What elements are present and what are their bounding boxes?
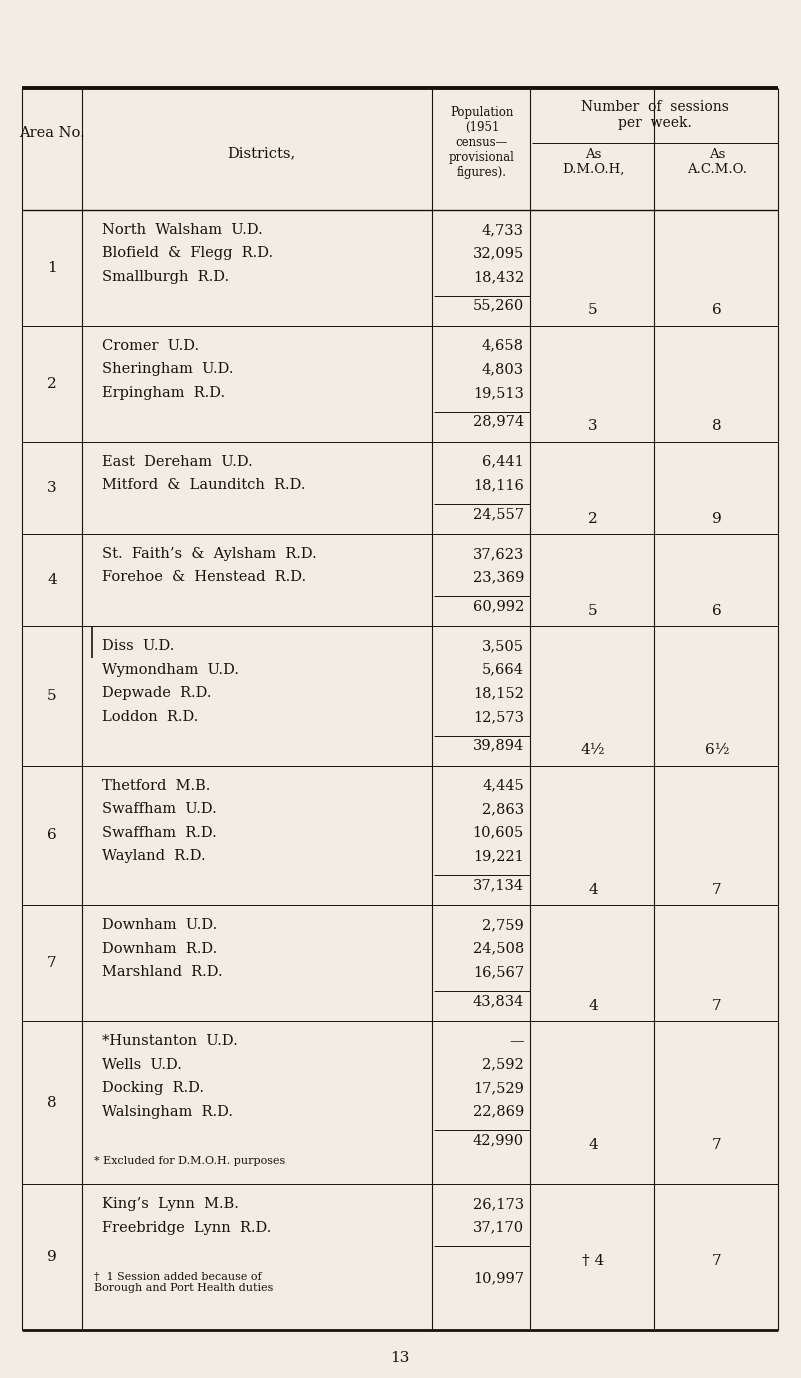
Text: 28,974: 28,974	[473, 415, 524, 429]
Text: Wayland  R.D.: Wayland R.D.	[102, 849, 206, 864]
Text: Forehoe  &  Henstead  R.D.: Forehoe & Henstead R.D.	[102, 570, 306, 584]
Text: 2,863: 2,863	[482, 802, 524, 816]
Text: 4,733: 4,733	[482, 223, 524, 237]
Text: *Hunstanton  U.D.: *Hunstanton U.D.	[102, 1034, 238, 1047]
Text: 5: 5	[47, 689, 57, 703]
Text: Erpingham  R.D.: Erpingham R.D.	[102, 386, 225, 400]
Text: As
D.M.O.H,: As D.M.O.H,	[562, 147, 624, 176]
Text: Freebridge  Lynn  R.D.: Freebridge Lynn R.D.	[102, 1221, 272, 1235]
Text: Population
(1951
census—
provisional
figures).: Population (1951 census— provisional fig…	[449, 106, 515, 179]
Text: 12,573: 12,573	[473, 710, 524, 723]
Text: 3,505: 3,505	[482, 639, 524, 653]
Text: 18,152: 18,152	[473, 686, 524, 700]
Text: 24,508: 24,508	[473, 941, 524, 956]
Text: 9: 9	[712, 511, 722, 525]
Text: 10,997: 10,997	[473, 1272, 524, 1286]
Text: Swaffham  R.D.: Swaffham R.D.	[102, 825, 217, 839]
Text: 37,170: 37,170	[473, 1221, 524, 1235]
Text: 4,803: 4,803	[482, 362, 524, 376]
Text: 4½: 4½	[581, 743, 606, 758]
Text: 5: 5	[588, 604, 598, 617]
Text: 23,369: 23,369	[473, 570, 524, 584]
Text: 7: 7	[712, 883, 722, 897]
Text: 7: 7	[712, 1254, 722, 1268]
Text: 18,116: 18,116	[473, 478, 524, 492]
Text: 37,134: 37,134	[473, 878, 524, 892]
Text: 5,664: 5,664	[482, 663, 524, 677]
Text: 4: 4	[47, 573, 57, 587]
Text: Depwade  R.D.: Depwade R.D.	[102, 686, 211, 700]
Text: Mitford  &  Launditch  R.D.: Mitford & Launditch R.D.	[102, 478, 305, 492]
Text: 18,432: 18,432	[473, 270, 524, 284]
Text: Thetford  M.B.: Thetford M.B.	[102, 779, 211, 792]
Text: Diss  U.D.: Diss U.D.	[102, 639, 175, 653]
Text: 60,992: 60,992	[473, 599, 524, 613]
Text: Number  of  sessions
per  week.: Number of sessions per week.	[581, 101, 729, 130]
Text: —: —	[509, 1034, 524, 1047]
Text: † 4: † 4	[582, 1254, 604, 1268]
Text: * Excluded for D.M.O.H. purposes: * Excluded for D.M.O.H. purposes	[94, 1156, 285, 1166]
Text: 37,623: 37,623	[473, 547, 524, 561]
Text: Walsingham  R.D.: Walsingham R.D.	[102, 1105, 233, 1119]
Text: 13: 13	[390, 1350, 409, 1366]
Text: Sheringham  U.D.: Sheringham U.D.	[102, 362, 234, 376]
Text: 22,869: 22,869	[473, 1105, 524, 1119]
Text: 4: 4	[588, 1138, 598, 1152]
Text: 7: 7	[712, 1138, 722, 1152]
Text: 32,095: 32,095	[473, 247, 524, 260]
Text: 24,557: 24,557	[473, 507, 524, 521]
Text: 8: 8	[712, 419, 722, 433]
Text: Wells  U.D.: Wells U.D.	[102, 1057, 182, 1072]
Text: 6: 6	[47, 828, 57, 842]
Text: Loddon  R.D.: Loddon R.D.	[102, 710, 199, 723]
Text: Swaffham  U.D.: Swaffham U.D.	[102, 802, 217, 816]
Text: North  Walsham  U.D.: North Walsham U.D.	[102, 223, 263, 237]
Text: Docking  R.D.: Docking R.D.	[102, 1082, 204, 1096]
Text: 2,759: 2,759	[482, 918, 524, 932]
Text: 4: 4	[588, 999, 598, 1013]
Text: 2: 2	[588, 511, 598, 525]
Text: 6: 6	[712, 303, 722, 317]
Text: 6,441: 6,441	[482, 455, 524, 469]
Text: 43,834: 43,834	[473, 994, 524, 1007]
Text: 17,529: 17,529	[473, 1082, 524, 1096]
Text: 4,445: 4,445	[482, 779, 524, 792]
Text: 6: 6	[712, 604, 722, 617]
Text: 39,894: 39,894	[473, 739, 524, 752]
Text: St.  Faith’s  &  Aylsham  R.D.: St. Faith’s & Aylsham R.D.	[102, 547, 316, 561]
Text: 7: 7	[47, 956, 57, 970]
Text: 55,260: 55,260	[473, 299, 524, 313]
Text: †  1 Session added because of
Borough and Port Health duties: † 1 Session added because of Borough and…	[94, 1272, 273, 1294]
Text: East  Dereham  U.D.: East Dereham U.D.	[102, 455, 253, 469]
Text: 6½: 6½	[705, 743, 730, 758]
Text: 1: 1	[47, 260, 57, 276]
Text: 10,605: 10,605	[473, 825, 524, 839]
Text: 4,658: 4,658	[482, 339, 524, 353]
Text: 7: 7	[712, 999, 722, 1013]
Text: King’s  Lynn  M.B.: King’s Lynn M.B.	[102, 1197, 239, 1211]
Text: 16,567: 16,567	[473, 965, 524, 980]
Text: 19,221: 19,221	[473, 849, 524, 864]
Text: 8: 8	[47, 1096, 57, 1109]
Text: 2,592: 2,592	[482, 1057, 524, 1072]
Text: Marshland  R.D.: Marshland R.D.	[102, 965, 223, 980]
Text: 19,513: 19,513	[473, 386, 524, 400]
Text: As
A.C.M.O.: As A.C.M.O.	[687, 147, 747, 176]
Text: Downham  R.D.: Downham R.D.	[102, 941, 217, 956]
Text: Downham  U.D.: Downham U.D.	[102, 918, 217, 932]
Text: Smallburgh  R.D.: Smallburgh R.D.	[102, 270, 229, 284]
Text: 2: 2	[47, 376, 57, 391]
Text: 9: 9	[47, 1250, 57, 1264]
Text: 26,173: 26,173	[473, 1197, 524, 1211]
Text: Cromer  U.D.: Cromer U.D.	[102, 339, 199, 353]
Text: Area No.: Area No.	[19, 125, 85, 141]
Text: 42,990: 42,990	[473, 1133, 524, 1148]
Text: Districts,: Districts,	[227, 146, 295, 160]
Text: 3: 3	[47, 481, 57, 495]
Text: Wymondham  U.D.: Wymondham U.D.	[102, 663, 239, 677]
Text: Blofield  &  Flegg  R.D.: Blofield & Flegg R.D.	[102, 247, 273, 260]
Text: 3: 3	[588, 419, 598, 433]
Text: 5: 5	[588, 303, 598, 317]
Text: 4: 4	[588, 883, 598, 897]
